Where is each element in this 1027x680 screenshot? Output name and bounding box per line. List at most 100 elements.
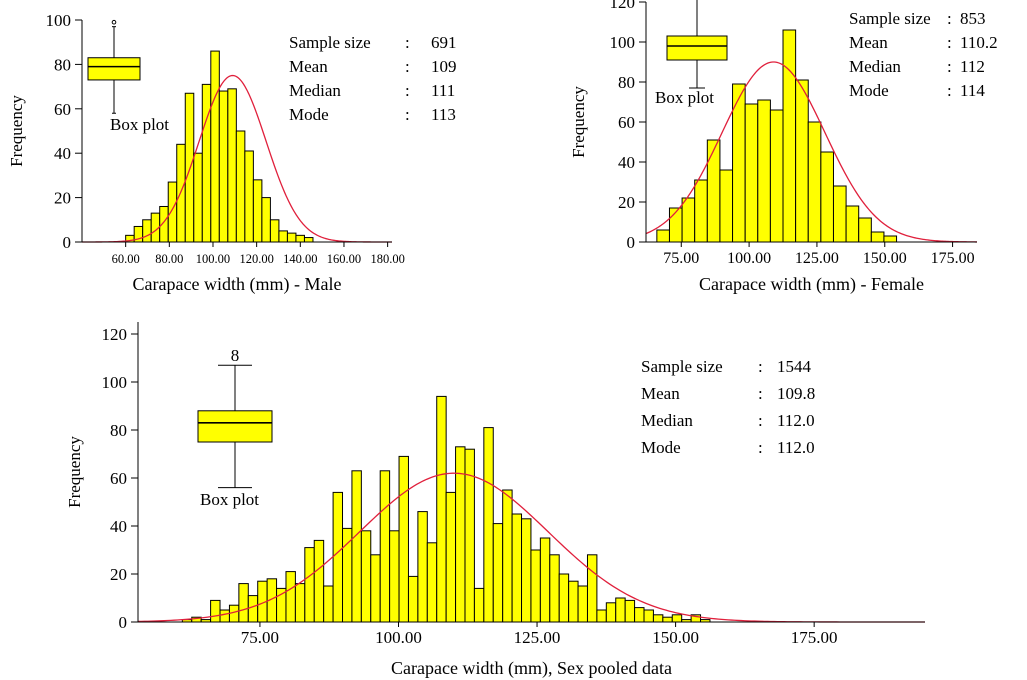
box-plot-label: Box plot (655, 88, 714, 107)
x-tick-label: 100.00 (196, 252, 230, 266)
bar (845, 205, 860, 243)
box-plot-label: Box plot (200, 490, 259, 509)
x-tick-label: 125.00 (795, 250, 839, 267)
bar (332, 491, 344, 623)
bar (389, 530, 400, 623)
chart-panel-female: 0 20 40 60 80 100 120 75.00 100.00 125.00 150.00 17… (569, 0, 998, 295)
bar (304, 547, 315, 623)
stat-value: 853 (960, 9, 986, 28)
x-axis-label: Carapace width (mm), Sex pooled data (391, 658, 672, 679)
bar (662, 616, 673, 623)
stats-pooled: Sample size:1544Mean:109.8Median:112.0Mo… (641, 357, 815, 457)
bar (577, 585, 588, 623)
y-tick-label: 120 (102, 325, 128, 344)
bar (238, 583, 249, 623)
stat-value: 109.8 (777, 384, 815, 403)
bar (782, 29, 797, 243)
bar (227, 88, 237, 243)
bar (360, 530, 372, 623)
stat-label: Mode (641, 438, 681, 457)
bar (530, 549, 541, 623)
bar (586, 554, 598, 623)
y-tick-label: 0 (627, 233, 636, 252)
bar (807, 121, 822, 243)
bar (483, 427, 494, 623)
y-tick-label: 40 (110, 517, 127, 536)
bar (624, 599, 636, 623)
bar (285, 571, 296, 623)
box-outlier-label: 8 (231, 346, 240, 365)
stat-label: Sample size (289, 33, 371, 52)
bar (656, 229, 670, 243)
y-tick-label: 100 (102, 373, 128, 392)
bar (167, 181, 178, 243)
bars-female (656, 29, 898, 243)
normal-curve-male (82, 74, 392, 243)
bar (323, 585, 334, 623)
bar (652, 614, 664, 623)
bar (596, 609, 607, 623)
box-body (666, 35, 728, 61)
bar (744, 103, 759, 243)
stat-separator: : (758, 384, 763, 403)
stat-value: 112.0 (777, 438, 815, 457)
stat-value: 1544 (777, 357, 812, 376)
y-tick-label: 80 (618, 73, 635, 92)
box-plot-label: Box plot (110, 115, 169, 134)
bar (219, 609, 230, 623)
chart-panel-male: 0 20 40 60 80 100 60.00 80.00 100.00 120.00 140.00… (7, 11, 457, 295)
bar (193, 152, 203, 243)
box-plot-pooled: 8 Box plot (197, 346, 273, 509)
x-tick-label: 75.00 (663, 250, 699, 267)
bar (159, 205, 169, 243)
x-axis-label: Carapace width (mm) - Female (699, 274, 924, 295)
stat-label: Sample size (849, 9, 931, 28)
stats-female: Sample size:853Mean:110.2Median:112Mode:… (849, 9, 998, 100)
stat-label: Median (641, 411, 693, 430)
x-axis-label: Carapace width (mm) - Male (133, 274, 342, 295)
x-tick-label: 125.00 (514, 628, 561, 647)
bar (261, 197, 271, 243)
bar (342, 527, 353, 623)
bars-male (125, 50, 314, 243)
y-tick-label: 20 (618, 193, 635, 212)
bar (769, 109, 784, 243)
stat-label: Median (849, 57, 901, 76)
bar (615, 597, 626, 623)
bar (210, 599, 221, 623)
stat-separator: : (405, 81, 410, 100)
stat-separator: : (947, 33, 952, 52)
bar (539, 537, 551, 623)
x-tick-label: 100.00 (727, 250, 771, 267)
x-tick-label: 180.00 (370, 252, 404, 266)
x-tick-label: 150.00 (863, 250, 907, 267)
y-tick-label: 60 (54, 100, 71, 119)
stat-separator: : (758, 357, 763, 376)
bar (426, 542, 438, 623)
x-tick-label: 120.00 (239, 252, 273, 266)
stat-value: 109 (431, 57, 457, 76)
bar (247, 595, 259, 623)
stat-label: Mean (641, 384, 680, 403)
bars-pooled (181, 395, 711, 623)
box-plot-male: Box plot (87, 19, 169, 134)
bar (269, 219, 280, 243)
bar (558, 573, 570, 623)
stat-value: 691 (431, 33, 457, 52)
y-tick-label: 40 (618, 153, 635, 172)
box-body (197, 410, 273, 443)
chart-panel-pooled: 0 20 40 60 80 100 120 75.00 100.00 125.00 150.00 17… (65, 322, 925, 679)
y-tick-label: 0 (119, 613, 128, 632)
stat-separator: : (758, 438, 763, 457)
y-tick-label: 0 (63, 233, 72, 252)
bar (568, 580, 579, 623)
x-tick-label: 160.00 (327, 252, 361, 266)
y-axis-label: Frequency (7, 95, 26, 167)
bar (286, 232, 297, 243)
stat-value: 110.2 (960, 33, 998, 52)
stat-separator: : (405, 57, 410, 76)
bar (870, 231, 885, 243)
y-tick-label: 80 (110, 421, 127, 440)
bar (492, 523, 504, 623)
bar (706, 139, 721, 243)
